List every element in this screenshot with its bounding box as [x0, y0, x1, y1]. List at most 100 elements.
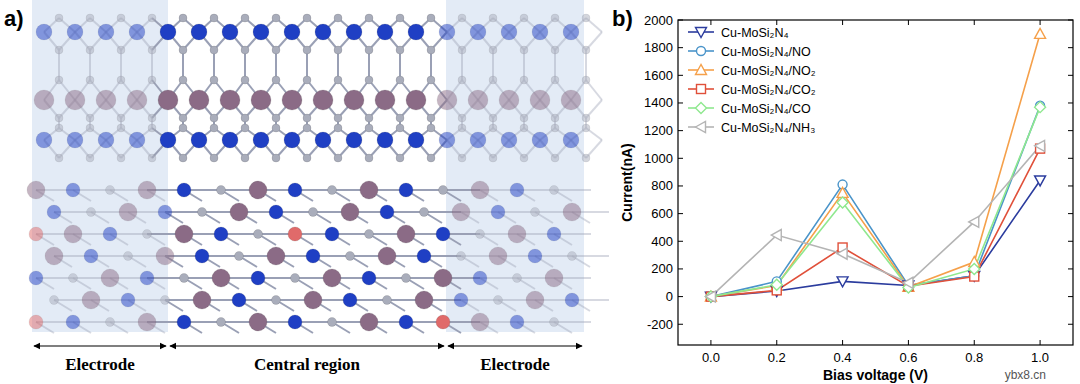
x-axis-label: Bias voltage (V)	[823, 367, 928, 383]
bond	[572, 255, 609, 257]
data-point	[1035, 102, 1046, 113]
atom	[117, 154, 125, 162]
atom	[489, 154, 497, 162]
series-line	[711, 107, 1040, 296]
x-tick	[710, 340, 711, 345]
atom	[427, 14, 435, 22]
atom	[217, 186, 226, 195]
y-tick	[1068, 213, 1073, 214]
atom	[452, 203, 470, 221]
data-point	[969, 216, 979, 227]
atom	[117, 124, 125, 132]
atom	[288, 227, 302, 241]
atom	[179, 124, 187, 132]
atom	[377, 24, 393, 40]
atom	[427, 46, 435, 54]
legend-marker	[696, 103, 707, 114]
atom	[253, 132, 269, 148]
y-tick-label: 2000	[644, 13, 673, 28]
atom	[55, 76, 63, 84]
atom	[86, 46, 94, 54]
series-line	[711, 34, 1040, 297]
region-label: Electrode	[65, 355, 135, 374]
atom	[501, 132, 517, 148]
atom	[55, 154, 63, 162]
atom	[415, 291, 433, 309]
atom	[284, 24, 300, 40]
atom	[96, 90, 116, 110]
atom	[365, 154, 373, 162]
atom	[334, 46, 342, 54]
atom	[241, 76, 249, 84]
y-tick	[678, 102, 683, 103]
watermark: ybx8.cn	[1005, 368, 1046, 382]
atom	[251, 271, 265, 285]
data-point	[705, 291, 716, 301]
y-tick	[1068, 47, 1073, 48]
atom	[86, 14, 94, 22]
y-tick	[678, 296, 683, 297]
atom	[303, 154, 311, 162]
y-tick	[1068, 324, 1073, 325]
data-point	[837, 187, 848, 197]
legend-marker	[696, 28, 707, 38]
atom	[396, 114, 404, 122]
atom	[582, 154, 590, 162]
atom	[408, 132, 424, 148]
atom	[550, 318, 559, 327]
atom	[272, 154, 280, 162]
atom	[303, 46, 311, 54]
atom	[282, 90, 302, 110]
atom	[531, 208, 540, 217]
bond	[585, 50, 587, 80]
atom	[383, 296, 392, 305]
atom	[499, 90, 519, 110]
atom	[148, 124, 156, 132]
atom	[191, 24, 207, 40]
region-label: Central region	[254, 355, 360, 374]
atom	[365, 76, 373, 84]
atom	[375, 90, 395, 110]
y-tick-label: 600	[651, 206, 673, 221]
atom	[328, 186, 337, 195]
atom	[334, 14, 342, 22]
atom	[489, 124, 497, 132]
bond	[554, 50, 556, 80]
panel-label: a)	[4, 6, 24, 31]
y-tick	[1068, 75, 1073, 76]
atom	[27, 181, 45, 199]
legend-label: Cu-MoSi₂N₄/NH₃	[721, 121, 815, 135]
legend-label: Cu-MoSi₂N₄/CO₂	[721, 83, 816, 97]
bond	[306, 50, 308, 80]
x-tick-label: 0.0	[702, 350, 720, 365]
atom	[458, 124, 466, 132]
data-point	[705, 292, 716, 302]
electrode-bg	[32, 0, 168, 332]
atom	[69, 274, 78, 283]
atom	[306, 249, 320, 263]
atom	[309, 208, 318, 217]
atom	[439, 24, 455, 40]
atom	[563, 132, 579, 148]
atom	[323, 269, 341, 287]
x-tick-label: 1.0	[1031, 350, 1049, 365]
atom	[303, 114, 311, 122]
atom	[138, 181, 156, 199]
atom	[29, 315, 43, 329]
x-tick	[974, 340, 975, 345]
atom	[212, 269, 230, 287]
atom	[489, 14, 497, 22]
data-point	[705, 291, 716, 302]
atom	[360, 313, 378, 331]
atom	[251, 90, 271, 110]
bond	[399, 50, 401, 80]
atom	[334, 114, 342, 122]
atom	[129, 132, 145, 148]
atom	[568, 252, 577, 261]
atom	[458, 46, 466, 54]
data-point	[903, 277, 913, 288]
atom	[55, 124, 63, 132]
plot-frame	[678, 20, 1073, 345]
atom	[434, 269, 452, 287]
atom	[473, 271, 487, 285]
